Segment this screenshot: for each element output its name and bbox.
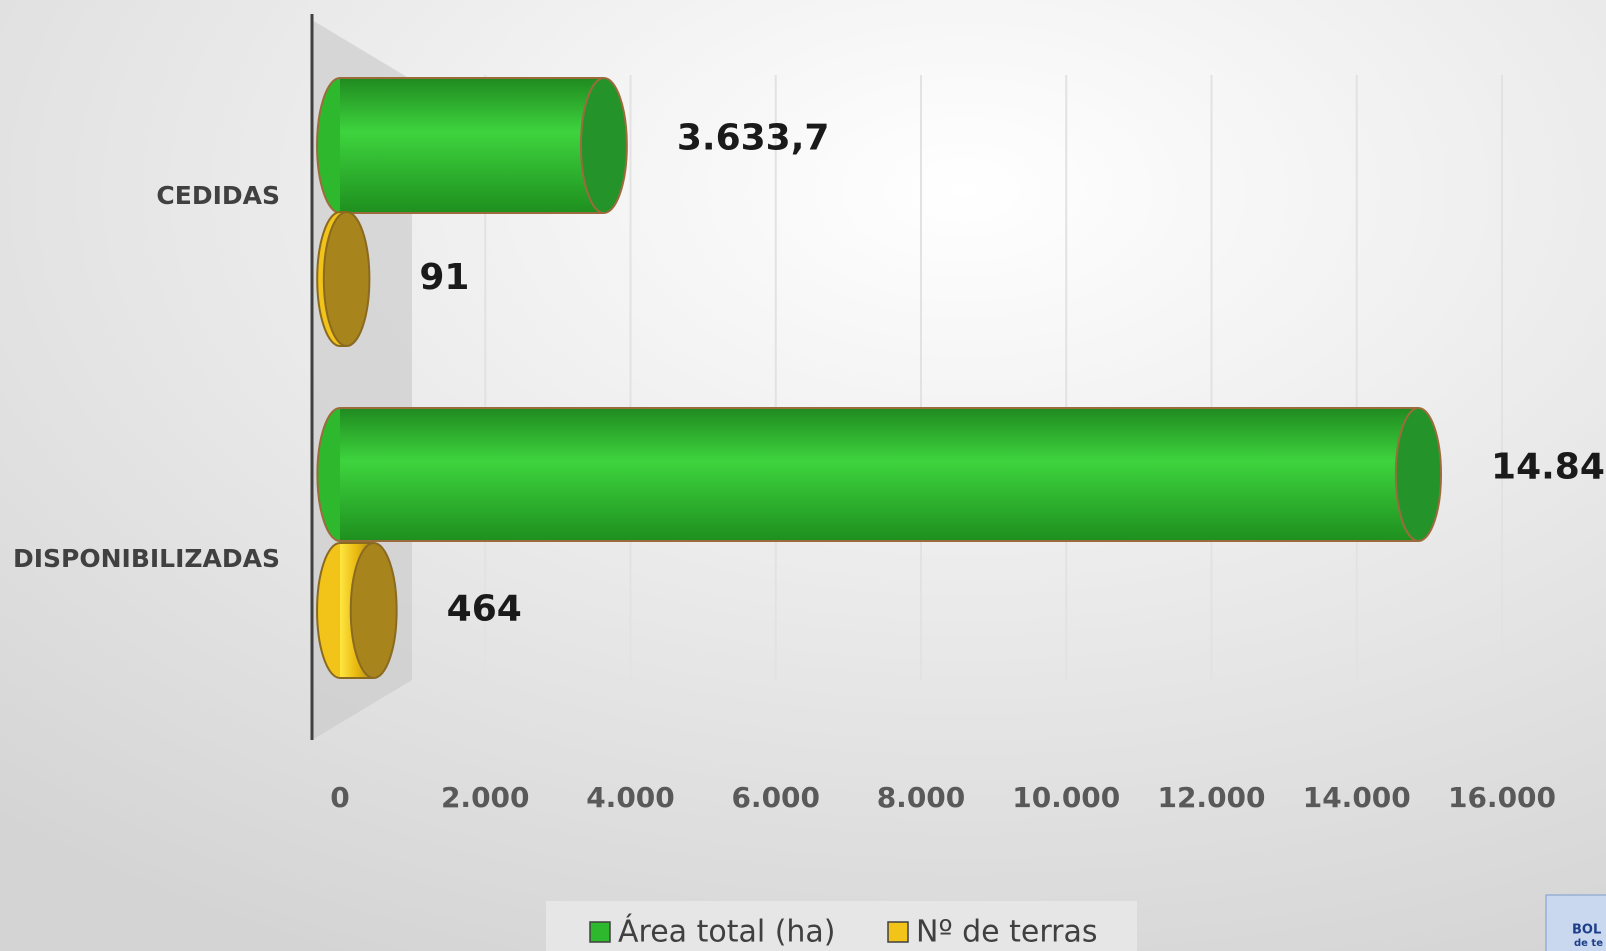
grid: [484, 75, 1503, 680]
bar-cap: [579, 77, 628, 214]
x-tick-label: 8.000: [877, 781, 966, 814]
bar-cap: [349, 542, 398, 679]
legend-items: Área total (ha) Nº de terras: [589, 914, 1098, 950]
bars: [316, 77, 1443, 679]
legend-swatch: [887, 921, 909, 943]
category-label: DISPONIBILIZADAS: [13, 544, 280, 573]
x-tick-label: 6.000: [731, 781, 820, 814]
x-tick-label: 2.000: [441, 781, 530, 814]
x-tick-label: 14.000: [1303, 781, 1411, 814]
legend-label: Nº de terras: [916, 915, 1098, 950]
legend-label: Área total (ha): [618, 914, 836, 950]
x-tick-label: 4.000: [586, 781, 675, 814]
x-tick-label: 10.000: [1012, 781, 1120, 814]
x-tick-label: 12.000: [1157, 781, 1265, 814]
x-tick-label: 0: [330, 781, 349, 814]
legend: [546, 901, 1137, 951]
value-label: 91: [419, 257, 469, 298]
logo-text: de te: [1574, 938, 1603, 949]
bar: [340, 78, 604, 213]
bar: [340, 408, 1419, 541]
category-label: CEDIDAS: [156, 181, 280, 210]
x-tick-label: 16.000: [1448, 781, 1556, 814]
value-label: 3.633,7: [677, 118, 830, 159]
logo-text: BOL: [1572, 923, 1601, 938]
legend-swatch: [589, 921, 611, 943]
value-label: 14.849,0: [1491, 447, 1606, 488]
value-label: 464: [447, 589, 522, 630]
bar-cap: [1394, 407, 1443, 542]
bar-cap: [322, 211, 371, 347]
logo: [1545, 894, 1606, 951]
